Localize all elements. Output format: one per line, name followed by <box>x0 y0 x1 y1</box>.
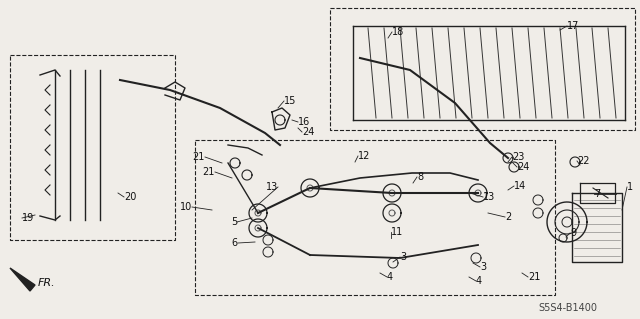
Text: 6: 6 <box>232 238 238 248</box>
Text: 24: 24 <box>302 127 314 137</box>
Text: 13: 13 <box>266 182 278 192</box>
Text: 3: 3 <box>400 252 406 262</box>
Text: 15: 15 <box>284 96 296 106</box>
Text: S5S4-B1400: S5S4-B1400 <box>538 303 597 313</box>
Text: 1: 1 <box>627 182 633 192</box>
Text: 5: 5 <box>231 217 237 227</box>
Text: 3: 3 <box>480 262 486 272</box>
Text: 4: 4 <box>476 276 482 286</box>
Text: 23: 23 <box>512 152 524 162</box>
Polygon shape <box>10 268 35 291</box>
Text: 4: 4 <box>387 272 393 282</box>
Text: 19: 19 <box>22 213 35 223</box>
Text: 16: 16 <box>298 117 310 127</box>
Text: 22: 22 <box>577 156 589 166</box>
Text: 17: 17 <box>567 21 579 31</box>
Text: 9: 9 <box>570 228 576 238</box>
Text: 21: 21 <box>193 152 205 162</box>
Text: 10: 10 <box>180 202 192 212</box>
Text: 14: 14 <box>514 181 526 191</box>
Text: 21: 21 <box>528 272 540 282</box>
Text: 11: 11 <box>391 227 403 237</box>
Text: 13: 13 <box>483 192 495 202</box>
Text: 2: 2 <box>505 212 511 222</box>
Text: 18: 18 <box>392 27 404 37</box>
Text: 21: 21 <box>203 167 215 177</box>
Text: 7: 7 <box>594 189 600 199</box>
Text: 20: 20 <box>124 192 136 202</box>
Text: 12: 12 <box>358 151 371 161</box>
Text: FR.: FR. <box>38 278 56 288</box>
Text: 8: 8 <box>417 172 423 182</box>
Text: 24: 24 <box>517 162 529 172</box>
